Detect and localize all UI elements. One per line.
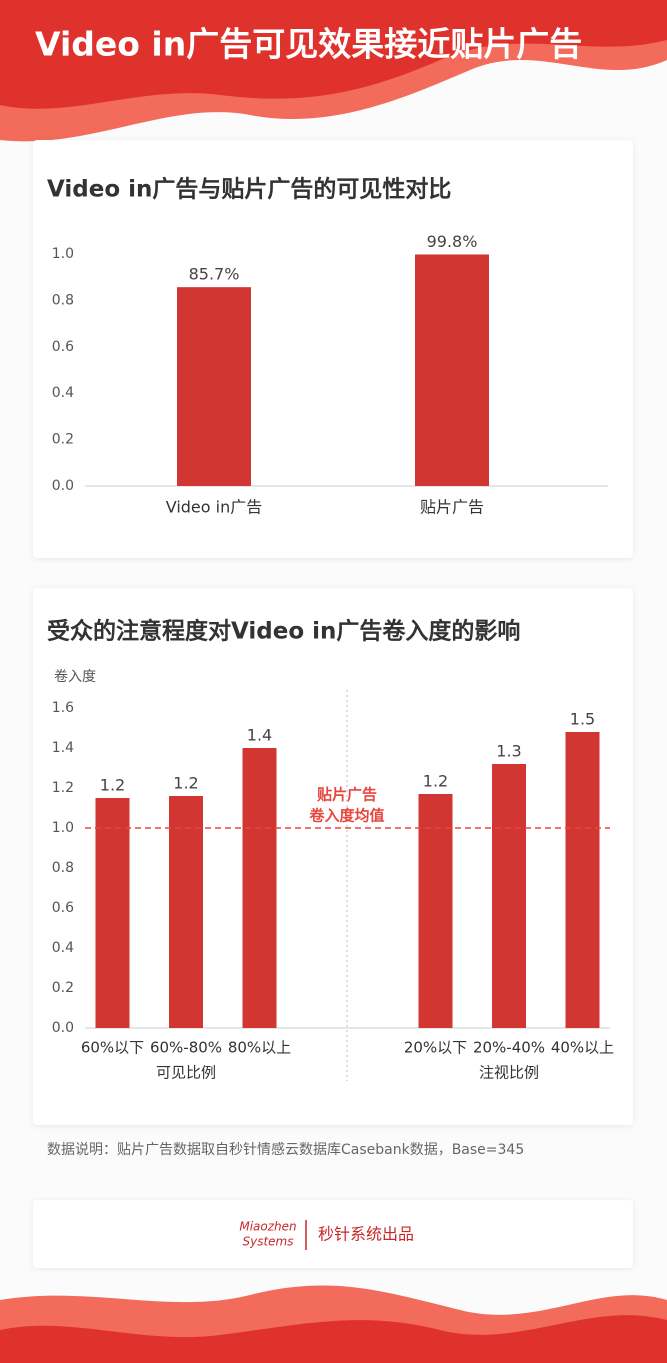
value-label: 1.4: [247, 726, 272, 745]
reference-label: 贴片广告: [317, 786, 377, 804]
bar: [169, 796, 203, 1028]
x-tick-label: 20%-40%: [473, 1039, 545, 1057]
y-tick-label: 0.0: [52, 478, 74, 494]
x-tick-label: 贴片广告: [420, 498, 484, 517]
y-tick-label: 0.4: [52, 940, 74, 956]
y-tick-label: 1.0: [52, 246, 74, 262]
chart-title: Video in广告与贴片广告的可见性对比: [47, 176, 451, 203]
value-label: 99.8%: [427, 232, 478, 251]
x-tick-label: 60%-80%: [150, 1039, 222, 1057]
bar: [492, 764, 526, 1028]
card: [33, 140, 633, 558]
y-tick-label: 0.6: [52, 339, 74, 355]
y-tick-label: 1.6: [52, 700, 74, 716]
x-tick-label: 40%以上: [551, 1039, 614, 1057]
y-tick-label: 0.2: [52, 980, 74, 996]
bar: [242, 748, 277, 1028]
value-label: 1.5: [570, 710, 595, 729]
x-tick-label: 60%以下: [81, 1039, 144, 1057]
y-tick-label: 0.8: [52, 860, 74, 876]
bar: [415, 254, 489, 486]
y-tick-label: 1.4: [52, 740, 74, 756]
wave: [0, 1315, 667, 1363]
value-label: 1.2: [100, 776, 125, 795]
y-tick-label: 0.2: [52, 432, 74, 448]
y-axis-label: 卷入度: [54, 669, 96, 685]
group-label: 注视比例: [479, 1064, 539, 1082]
bar: [418, 794, 453, 1028]
y-tick-label: 0.0: [52, 1020, 74, 1036]
bar: [177, 287, 251, 486]
y-tick-label: 0.4: [52, 385, 74, 401]
x-tick-label: Video in广告: [166, 498, 263, 517]
logo: Miaozhen: [239, 1220, 296, 1234]
value-label: 1.2: [423, 772, 448, 791]
x-tick-label: 20%以下: [404, 1039, 467, 1057]
y-tick-label: 0.8: [52, 292, 74, 308]
wave: [0, 0, 667, 109]
y-tick-label: 1.2: [52, 780, 74, 796]
value-label: 85.7%: [189, 265, 240, 284]
bar: [95, 798, 130, 1028]
x-tick-label: 80%以上: [228, 1039, 291, 1057]
note: 数据说明：贴片广告数据取自秒针情感云数据库Casebank数据，Base=345: [47, 1141, 524, 1158]
reference-label: 卷入度均值: [308, 807, 384, 825]
y-tick-label: 0.6: [52, 900, 74, 916]
bar: [565, 732, 600, 1028]
value-label: 1.2: [173, 774, 198, 793]
page-title: Video in广告可见效果接近贴片广告: [35, 25, 582, 64]
logo: Systems: [243, 1235, 294, 1249]
y-tick-label: 1.0: [52, 820, 74, 836]
value-label: 1.3: [496, 742, 521, 761]
group-label: 可见比例: [156, 1064, 216, 1082]
chart-title: 受众的注意程度对Video in广告卷入度的影响: [47, 618, 520, 645]
card: [33, 1200, 633, 1268]
footer-text: 秒针系统出品: [318, 1225, 414, 1244]
